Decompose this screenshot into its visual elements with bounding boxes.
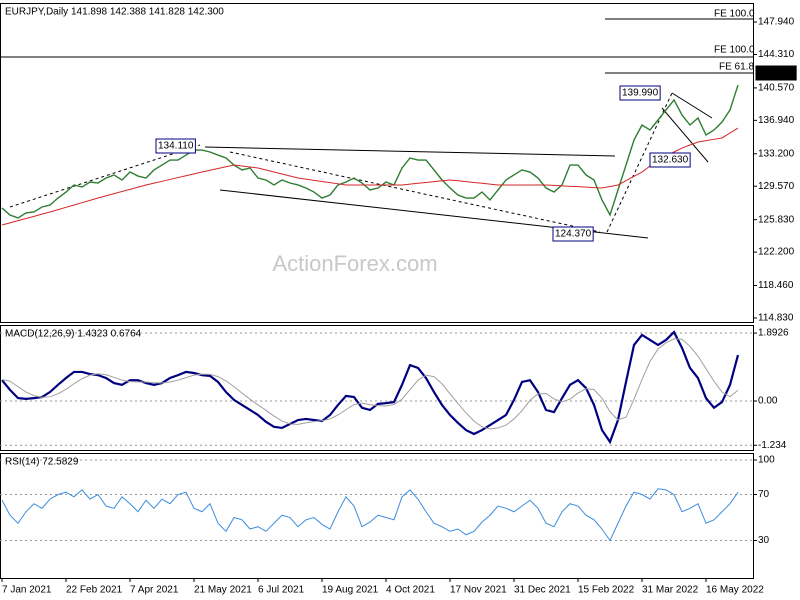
annotation: FE 61.8	[719, 62, 754, 73]
y-tick-label: 125.830	[758, 214, 795, 225]
x-tick-label: 22 Feb 2021	[66, 585, 123, 596]
x-tick-label: 21 May 2021	[194, 585, 252, 596]
y-tick-label: 1.8926	[758, 328, 789, 339]
watermark: ActionForex.com	[272, 251, 437, 276]
x-tick-label: 19 Aug 2021	[322, 585, 379, 596]
annotation: 132.630	[649, 152, 691, 168]
panel-frame	[0, 3, 754, 323]
y-tick-label: 118.460	[758, 280, 794, 291]
annotation-text: FE 100.0	[714, 45, 755, 56]
series-line	[1, 488, 739, 542]
annotation-box	[552, 226, 594, 242]
panel-frame	[0, 453, 754, 579]
annotation-text: 134.110	[158, 141, 194, 152]
x-tick-label: 7 Apr 2021	[130, 585, 179, 596]
trend-line	[204, 146, 616, 157]
y-tick-label: 30	[758, 535, 770, 546]
annotation-text: 139.990	[622, 88, 659, 99]
x-tick-label: 31 Dec 2021	[514, 585, 571, 596]
series-line	[1, 84, 739, 219]
y-tick-label: 147.940	[758, 17, 795, 28]
annotation: 139.990	[619, 85, 661, 101]
panel-title: EURJPY,Daily 141.898 142.388 141.828 142…	[5, 7, 224, 18]
y-tick-label: 122.200	[758, 247, 795, 258]
x-tick-label: 16 May 2022	[706, 585, 764, 596]
annotation: FE 100.0	[714, 45, 755, 56]
trend-line	[661, 107, 709, 163]
annotation: 124.370	[552, 226, 594, 242]
annotation-text: 124.370	[555, 229, 592, 240]
y-tick-label: 114.830	[758, 313, 794, 324]
annotation: 134.110	[155, 138, 196, 154]
series-line	[1, 330, 740, 445]
annotation-box	[755, 65, 797, 81]
annotation: 142.300	[755, 65, 797, 81]
y-tick-label: 100	[758, 455, 775, 466]
annotation-text: 132.630	[652, 155, 689, 166]
annotation-box	[619, 85, 661, 101]
y-tick-label: 133.200	[758, 148, 795, 159]
x-tick-label: 7 Jan 2021	[2, 585, 52, 596]
x-tick-label: 6 Jul 2021	[258, 585, 305, 596]
annotation-text: 142.300	[758, 68, 795, 79]
annotation-box	[155, 138, 196, 154]
annotation: FE 100.0	[714, 9, 755, 20]
panel-title: RSI(14) 72.5829	[5, 457, 79, 468]
y-tick-label: 129.570	[758, 181, 795, 192]
trend-lines	[0, 18, 753, 239]
y-tick-label: 144.310	[758, 49, 795, 60]
annotation-text: FE 61.8	[719, 62, 754, 73]
x-tick-label: 31 Mar 2022	[642, 585, 699, 596]
y-tick-label: -1.234	[758, 440, 787, 451]
y-tick-label: 0.00	[758, 396, 778, 407]
x-tick-label: 4 Oct 2021	[386, 585, 435, 596]
x-tick-label: 15 Feb 2022	[578, 585, 635, 596]
y-tick-label: 70	[758, 489, 770, 500]
annotation-box	[649, 152, 691, 168]
annotation-text: FE 100.0	[714, 9, 755, 20]
x-tick-label: 17 Nov 2021	[450, 585, 507, 596]
trend-line	[671, 92, 713, 119]
y-tick-label: 136.940	[758, 115, 795, 126]
panel-title: MACD(12,26,9) 1.4323 0.6764	[5, 329, 142, 340]
y-tick-label: 140.570	[758, 83, 795, 94]
series-line	[1, 338, 739, 430]
panel-frame	[0, 325, 754, 451]
series-line	[1, 127, 739, 226]
